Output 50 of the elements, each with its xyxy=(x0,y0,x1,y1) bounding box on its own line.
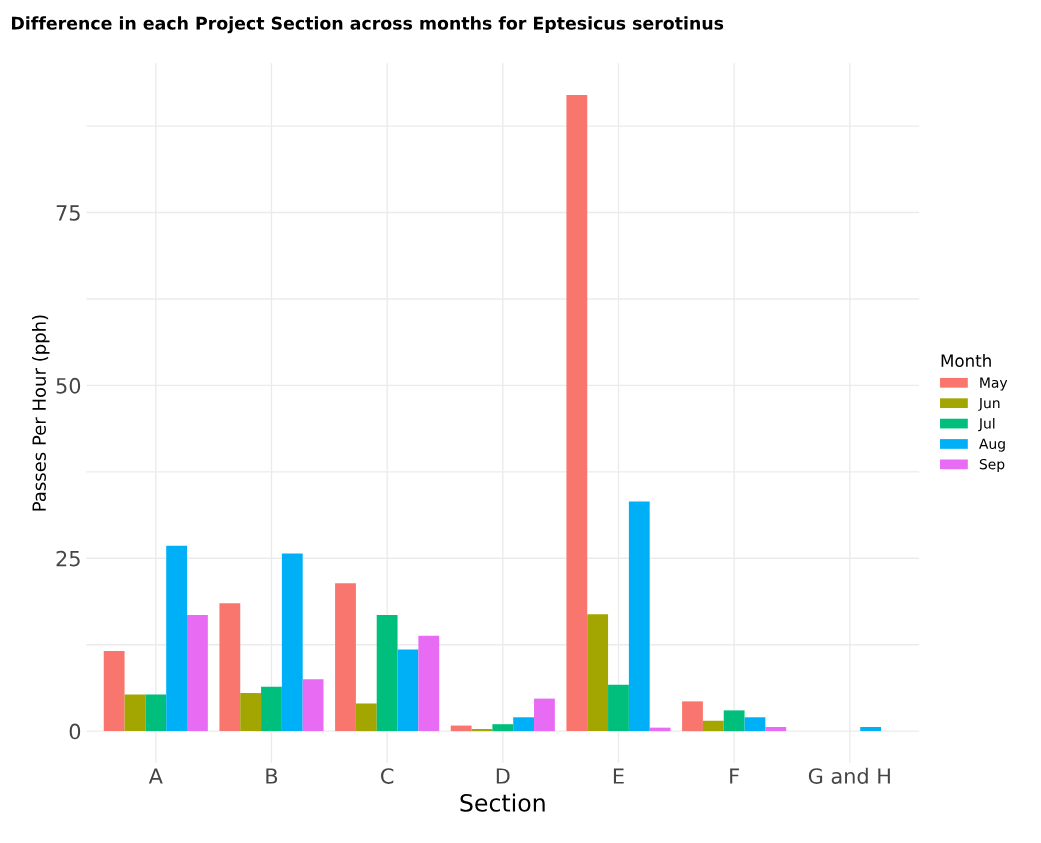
bar xyxy=(723,710,745,732)
x-tick-label: E xyxy=(613,768,624,784)
y-tick-label: 0 xyxy=(69,723,81,740)
bar xyxy=(261,686,282,732)
x-tick-label: D xyxy=(496,768,510,784)
bar xyxy=(628,501,650,732)
bar xyxy=(281,553,303,732)
legend-label: Sep xyxy=(979,458,1005,473)
bar xyxy=(860,726,882,732)
chart-title: Difference in each Project Section across months for Eptesicus serotinus xyxy=(12,16,724,34)
bar xyxy=(145,694,167,732)
x-tick-label: B xyxy=(266,768,278,784)
bar xyxy=(534,698,555,732)
bar xyxy=(187,614,208,732)
bar xyxy=(702,720,724,732)
bar xyxy=(376,614,398,732)
bar xyxy=(682,701,703,732)
bar xyxy=(587,614,609,732)
y-tick-label: 75 xyxy=(56,205,80,221)
x-tick-label: F xyxy=(730,768,739,784)
bar xyxy=(492,724,514,732)
bar xyxy=(240,693,262,732)
bar xyxy=(302,679,324,732)
y-tick-label: 25 xyxy=(56,550,80,567)
bar xyxy=(513,717,535,732)
y-axis-title: Passes Per Hour (pph) xyxy=(32,315,50,511)
bar xyxy=(166,545,188,732)
bar xyxy=(355,703,377,732)
bar xyxy=(471,729,493,732)
bar xyxy=(124,694,146,732)
legend-label: Jul xyxy=(978,417,995,432)
legend-label: Jun xyxy=(978,397,1000,411)
x-tick-label: G and H xyxy=(808,767,890,784)
bar xyxy=(608,684,629,732)
bar xyxy=(744,717,766,732)
y-tick-label: 50 xyxy=(56,377,81,394)
bar xyxy=(418,635,440,732)
x-tick-label: A xyxy=(148,768,163,784)
bar xyxy=(566,95,588,732)
x-tick-label: C xyxy=(381,768,394,784)
bar xyxy=(397,649,419,732)
legend-label: May xyxy=(980,377,1008,391)
bar xyxy=(219,603,241,732)
bar xyxy=(765,726,787,732)
bar xyxy=(335,583,356,732)
x-axis-title: Section xyxy=(460,793,545,812)
legend-label: Aug xyxy=(979,438,1005,452)
bar xyxy=(450,725,472,732)
legend-title: Month xyxy=(941,354,991,367)
bar xyxy=(103,650,125,732)
